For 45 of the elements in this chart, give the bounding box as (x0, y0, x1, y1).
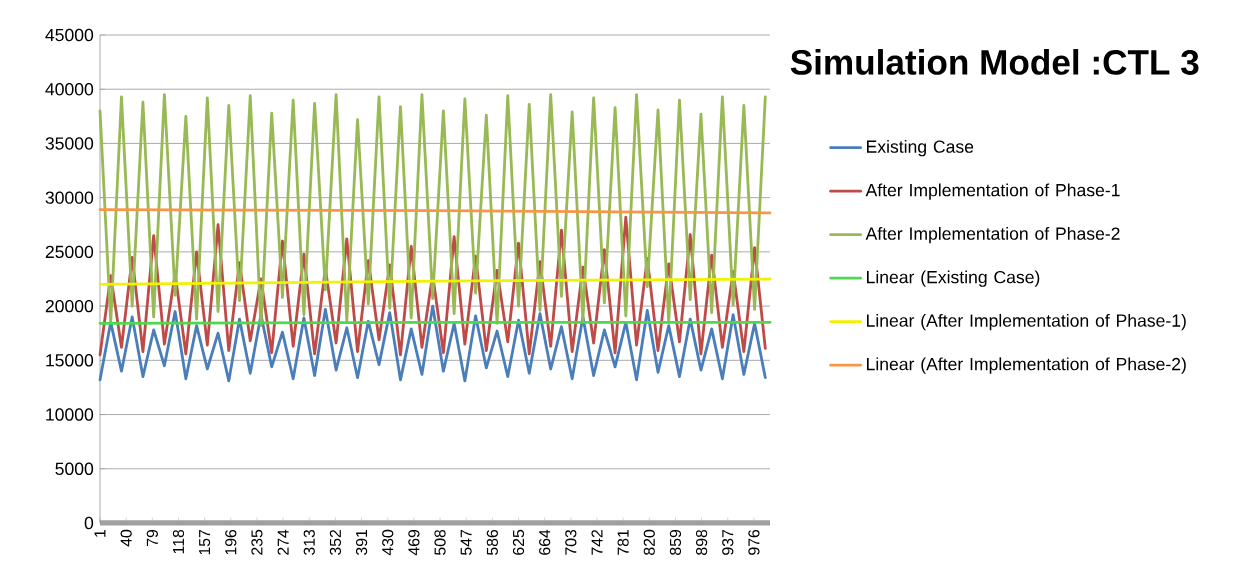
x-tick-label: 469 (408, 529, 420, 556)
x-tick-label: 547 (460, 530, 472, 555)
legend-label: Linear (After Implementation of Phase-2) (867, 357, 1186, 374)
x-tick-label: 820 (643, 529, 655, 555)
x-tick-label: 1 (94, 529, 106, 537)
y-tick-label: 40000 (45, 83, 94, 96)
x-tick-label: 898 (696, 529, 708, 555)
line-series (98, 93, 767, 328)
y-tick-label: 25000 (45, 245, 94, 259)
legend-label: Existing Case (867, 139, 974, 157)
y-tick-label: 5000 (55, 462, 94, 475)
legend-label: Linear (Existing Case) (867, 270, 1040, 287)
y-tick-label: 35000 (45, 137, 94, 150)
x-tick-label: 742 (591, 530, 603, 555)
y-tick-label: 45000 (45, 28, 94, 42)
y-tick-label: 10000 (46, 408, 94, 421)
x-tick-label: 937 (722, 530, 734, 555)
line-series (98, 304, 767, 383)
x-tick-label: 313 (303, 529, 315, 555)
x-tick-label: 196 (225, 529, 237, 555)
text: Simulation Model :CTL 3 (790, 49, 1199, 75)
legend-label: After Implementation of Phase-2 (865, 226, 1120, 244)
y-tick-label: 20000 (45, 299, 94, 313)
x-tick-label: 625 (512, 529, 525, 555)
legend-label: After Implementation of Phase-1 (865, 183, 1120, 200)
x-tick-label: 79 (146, 529, 158, 546)
x-tick-label: 40 (120, 529, 132, 547)
x-tick-label: 430 (382, 529, 394, 556)
y-tick-label: 0 (84, 516, 94, 530)
x-tick-label: 664 (539, 529, 551, 555)
x-tick-label: 157 (199, 530, 211, 555)
y-tick-label: 15000 (46, 354, 94, 367)
x-tick-label: 703 (565, 529, 577, 555)
x-tick-label: 391 (355, 529, 368, 555)
x-tick-label: 859 (669, 529, 682, 555)
x-tick-label: 586 (486, 529, 498, 555)
x-tick-label: 508 (434, 529, 446, 555)
legend-label: Linear (After Implementation of Phase-1) (867, 313, 1186, 331)
x-tick-label: 235 (251, 529, 263, 555)
x-tick-label: 976 (748, 529, 760, 555)
x-tick-label: 352 (329, 530, 342, 555)
y-tick-label: 30000 (45, 191, 94, 204)
x-tick-label: 118 (172, 529, 185, 554)
x-tick-label: 781 (617, 529, 629, 555)
x-tick-label: 274 (277, 529, 289, 555)
